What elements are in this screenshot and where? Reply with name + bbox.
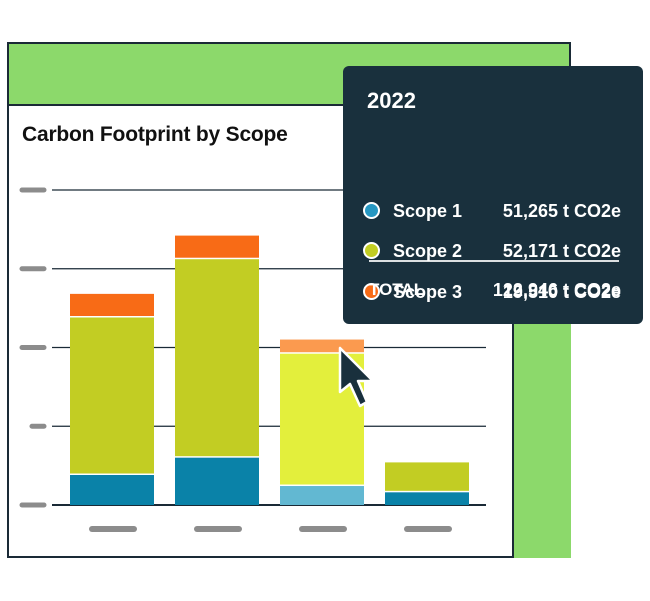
tooltip-row-scope2: Scope 2 52,171 t CO2e [363, 241, 621, 265]
tooltip-total: TOTAL 122,946 t CO2e [369, 280, 621, 304]
bar-segment-scope3 [70, 293, 154, 316]
bar-segment-scope2 [385, 462, 469, 491]
bar-segment-scope2 [175, 259, 259, 457]
tooltip-row-label: Scope 2 [393, 241, 463, 261]
bar-segment-scope2 [70, 317, 154, 474]
tooltip-row-label: Scope 3 [393, 282, 463, 302]
bar-segment-scope1 [175, 457, 259, 505]
arrow-pointer-icon [338, 346, 375, 408]
tooltip-row-scope1: Scope 1 51,265 t CO2e [363, 201, 621, 225]
scope1-dot-icon [363, 202, 380, 219]
scope2-dot-icon [363, 242, 380, 259]
tooltip-divider [369, 260, 619, 262]
bar-segment-scope1 [385, 492, 469, 505]
bar-segment-scope3 [280, 339, 364, 353]
data-tooltip: 2022 Scope 1 51,265 t CO2e Scope 2 52,17… [343, 66, 643, 324]
tooltip-year: 2022 [367, 88, 416, 113]
bar-segment-scope1 [280, 486, 364, 505]
tooltip-row-value: 52,171 t CO2e [502, 241, 621, 261]
tooltip-total-label: TOTAL [369, 280, 425, 299]
bar-segment-scope1 [70, 475, 154, 505]
tooltip-total-value: 122,946 t CO2e [492, 280, 621, 300]
tooltip-row-scope3: Scope 3 19,510 t CO2e [363, 282, 621, 306]
bar-segment-scope3 [175, 235, 259, 258]
scope3-dot-icon [363, 283, 380, 300]
side-accent [512, 318, 571, 558]
tooltip-row-value: 51,265 t CO2e [502, 201, 621, 221]
tooltip-row-label: Scope 1 [393, 201, 463, 221]
chart-title: Carbon Footprint by Scope [22, 123, 288, 146]
tooltip-row-value: 19,510 t CO2e [502, 282, 621, 302]
